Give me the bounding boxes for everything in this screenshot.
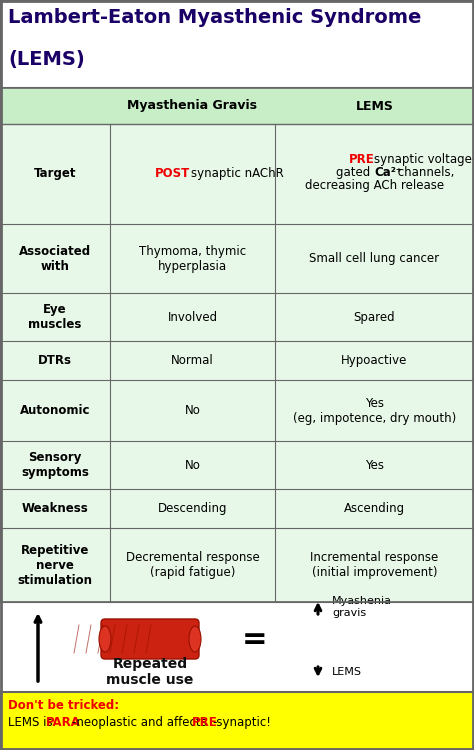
Text: LEMS: LEMS bbox=[356, 100, 393, 112]
Text: Autonomic: Autonomic bbox=[20, 404, 90, 417]
Text: POST: POST bbox=[155, 167, 191, 181]
Text: Yes
(eg, impotence, dry mouth): Yes (eg, impotence, dry mouth) bbox=[293, 397, 456, 424]
Bar bbox=[0, 88, 474, 602]
Text: Myasthenia Gravis: Myasthenia Gravis bbox=[128, 100, 257, 112]
Text: (LEMS): (LEMS) bbox=[8, 50, 85, 69]
Text: Don't be tricked:: Don't be tricked: bbox=[8, 699, 119, 712]
Text: Eye
muscles: Eye muscles bbox=[28, 303, 82, 332]
Text: PRE: PRE bbox=[192, 716, 218, 729]
Text: PARA: PARA bbox=[46, 716, 81, 729]
Bar bbox=[0, 692, 474, 750]
FancyBboxPatch shape bbox=[101, 619, 199, 659]
Text: Lambert-Eaton Myasthenic Syndrome: Lambert-Eaton Myasthenic Syndrome bbox=[8, 8, 421, 27]
Text: LEMS: LEMS bbox=[332, 667, 362, 677]
Text: Weakness: Weakness bbox=[22, 502, 88, 515]
Text: Ascending: Ascending bbox=[344, 502, 405, 515]
Text: No: No bbox=[184, 404, 201, 417]
Text: gated: gated bbox=[337, 166, 374, 179]
Text: Repeated
muscle use: Repeated muscle use bbox=[106, 657, 194, 687]
Ellipse shape bbox=[189, 626, 201, 652]
Text: Descending: Descending bbox=[158, 502, 227, 515]
Text: Sensory
symptoms: Sensory symptoms bbox=[21, 451, 89, 479]
Text: Thymoma, thymic
hyperplasia: Thymoma, thymic hyperplasia bbox=[139, 244, 246, 273]
Bar bbox=[0, 88, 474, 124]
Text: PRE: PRE bbox=[349, 153, 374, 166]
Text: -neoplastic and affects: -neoplastic and affects bbox=[72, 716, 210, 729]
Bar bbox=[0, 0, 474, 88]
Text: Incremental response
(initial improvement): Incremental response (initial improvemen… bbox=[310, 551, 438, 579]
Text: Involved: Involved bbox=[167, 310, 218, 324]
Text: Associated
with: Associated with bbox=[19, 244, 91, 273]
Text: Target: Target bbox=[34, 167, 76, 181]
Text: synaptic nAChR: synaptic nAChR bbox=[191, 167, 284, 181]
Text: Repetitive
nerve
stimulation: Repetitive nerve stimulation bbox=[18, 544, 92, 586]
Text: channels,: channels, bbox=[394, 166, 455, 179]
Text: DTRs: DTRs bbox=[38, 354, 72, 368]
Text: Decremental response
(rapid fatigue): Decremental response (rapid fatigue) bbox=[126, 551, 259, 579]
Text: Yes: Yes bbox=[365, 458, 384, 472]
Ellipse shape bbox=[99, 626, 111, 652]
Text: -synaptic!: -synaptic! bbox=[212, 716, 271, 729]
Bar bbox=[0, 88, 474, 602]
Text: decreasing ACh release: decreasing ACh release bbox=[305, 179, 444, 193]
Text: synaptic voltage-: synaptic voltage- bbox=[374, 153, 474, 166]
Text: Hypoactive: Hypoactive bbox=[341, 354, 408, 368]
Text: =: = bbox=[242, 625, 268, 653]
Text: Spared: Spared bbox=[354, 310, 395, 324]
Text: Normal: Normal bbox=[171, 354, 214, 368]
Text: Small cell lung cancer: Small cell lung cancer bbox=[310, 252, 439, 266]
Bar bbox=[0, 602, 474, 692]
Text: Myashenia
gravis: Myashenia gravis bbox=[332, 596, 392, 618]
Text: No: No bbox=[184, 458, 201, 472]
Text: LEMS is: LEMS is bbox=[8, 716, 56, 729]
Text: Ca²⁺: Ca²⁺ bbox=[374, 166, 402, 179]
